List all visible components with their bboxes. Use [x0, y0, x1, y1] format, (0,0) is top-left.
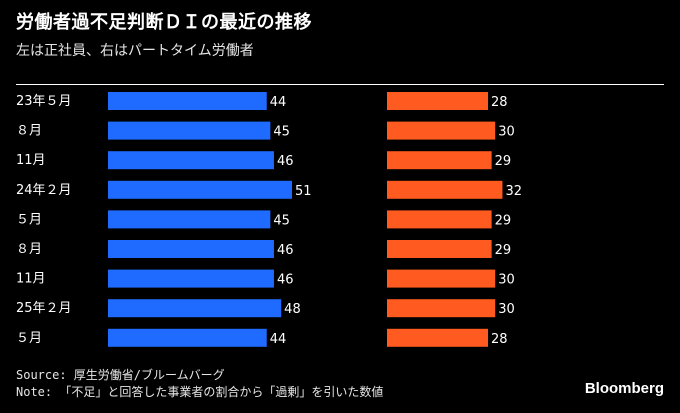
- data-label: 29: [495, 154, 512, 169]
- data-label: 29: [495, 243, 512, 258]
- source-note: Source: 厚生労働省/ブルームバーグ: [16, 368, 225, 382]
- category-label: 25年２月: [16, 301, 72, 316]
- bar-left: [108, 240, 274, 258]
- bar-right: [387, 328, 489, 347]
- category-label: ８月: [16, 124, 42, 139]
- data-label: 46: [277, 154, 294, 169]
- category-label: ８月: [16, 242, 42, 257]
- bar-right: [387, 92, 489, 110]
- bar-left: [108, 121, 271, 140]
- data-label: 32: [505, 184, 522, 199]
- bar-left: [108, 180, 292, 199]
- title-divider: [16, 84, 664, 85]
- data-label: 30: [498, 302, 515, 317]
- bar-right: [387, 121, 496, 140]
- bar-right: [387, 180, 503, 199]
- data-label: 45: [273, 213, 290, 228]
- bar-left: [108, 328, 267, 347]
- bar-right: [387, 269, 496, 288]
- bar-right: [387, 210, 492, 229]
- data-label: 45: [273, 125, 290, 140]
- bar-left: [108, 151, 274, 170]
- category-label: ５月: [16, 212, 42, 227]
- bar-left: [108, 269, 274, 288]
- data-label: 44: [270, 95, 287, 110]
- category-label: 24年２月: [16, 183, 72, 198]
- bar-right: [387, 240, 492, 258]
- footnote: Note: 「不足」と回答した事業者の割合から「過剰」を引いた数値: [16, 385, 384, 399]
- category-label: 11月: [16, 153, 46, 168]
- bloomberg-logo: Bloomberg: [584, 380, 664, 397]
- bar-left: [108, 299, 282, 318]
- data-label: 46: [277, 273, 294, 288]
- data-label: 29: [495, 213, 512, 228]
- data-label: 51: [295, 184, 312, 199]
- bar-left: [108, 92, 267, 110]
- bar-left: [108, 210, 271, 229]
- data-label: 44: [270, 332, 287, 347]
- data-label: 30: [498, 125, 515, 140]
- chart-subtitle: 左は正社員、右はパートタイム労働者: [16, 43, 254, 59]
- chart-title: 労働者過不足判断ＤＩの最近の推移: [16, 12, 312, 33]
- data-label: 48: [284, 302, 301, 317]
- category-label: 11月: [16, 272, 46, 287]
- data-label: 30: [498, 273, 515, 288]
- bar-right: [387, 151, 492, 170]
- category-label: ５月: [16, 331, 42, 346]
- category-label: 23年５月: [16, 94, 72, 109]
- bar-right: [387, 299, 496, 318]
- data-label: 28: [491, 332, 508, 347]
- data-label: 28: [491, 95, 508, 110]
- data-label: 46: [277, 243, 294, 258]
